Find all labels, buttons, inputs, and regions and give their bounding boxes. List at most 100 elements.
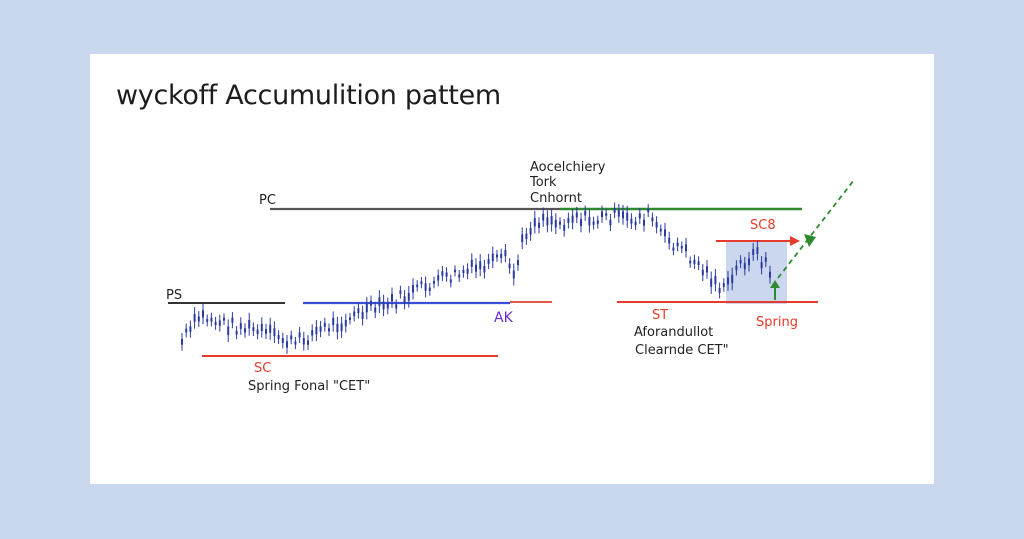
candle-body <box>622 211 624 219</box>
candle-body <box>479 261 482 270</box>
candle-body <box>554 219 557 228</box>
candle-body <box>760 262 763 269</box>
candle-body <box>714 276 717 285</box>
candle-body <box>244 328 246 333</box>
candle-body <box>210 317 213 322</box>
candle-body <box>533 218 536 227</box>
candle-body <box>605 213 608 216</box>
candle-body <box>647 208 650 213</box>
candle-body <box>252 327 255 332</box>
candle-body <box>441 271 444 276</box>
candle-body <box>365 304 368 313</box>
candle-body <box>361 312 364 320</box>
candle-body <box>672 247 675 251</box>
candle-body <box>529 228 532 235</box>
candle-body <box>260 323 263 332</box>
candle-body <box>286 341 288 348</box>
spring-final-label: Spring Fonal "CET" <box>248 379 370 394</box>
candle-body <box>269 324 272 333</box>
candle-body <box>302 338 305 345</box>
candle-body <box>206 319 209 322</box>
candle-body <box>403 296 406 303</box>
candle-body <box>617 210 620 217</box>
candle-body <box>231 317 234 323</box>
candle-body <box>634 221 637 226</box>
candle-body <box>538 222 540 228</box>
candle-body <box>584 210 587 216</box>
candle-body <box>680 245 683 249</box>
candle-body <box>344 319 347 327</box>
candle-body <box>525 233 528 240</box>
candle-body <box>731 274 734 284</box>
candle-body <box>743 263 746 270</box>
candle-body <box>563 224 566 231</box>
candle-body <box>546 217 549 226</box>
candle-body <box>764 257 767 262</box>
candle-body <box>433 280 435 284</box>
candle-body <box>391 294 393 302</box>
candle-body <box>374 307 377 313</box>
candle-body <box>290 335 293 340</box>
candle-body <box>512 270 515 279</box>
candle-body <box>668 237 671 244</box>
candle-body <box>294 341 297 345</box>
candle-body <box>664 229 666 237</box>
candle-body <box>189 326 192 332</box>
candle-body <box>428 287 431 291</box>
ak-label: AK <box>494 310 514 326</box>
candle-body <box>239 323 242 329</box>
candle-body <box>718 287 721 293</box>
candle-body <box>311 330 314 336</box>
wyckoff-diagram: PC PS Aocelchiery Tork Cnhornt AK SC Spr… <box>166 160 855 394</box>
candle-body <box>521 234 524 243</box>
candle-body <box>353 311 356 317</box>
candle-body <box>298 332 301 338</box>
candle-body <box>357 308 360 314</box>
candle-body <box>588 216 591 226</box>
candle-body <box>437 275 440 281</box>
candle-body <box>395 304 398 309</box>
candle-body <box>655 221 658 228</box>
candle-body <box>735 265 738 271</box>
candle-body <box>416 284 419 288</box>
candle-body <box>592 221 595 225</box>
candle-body <box>399 290 402 294</box>
candle-body <box>248 320 251 329</box>
candle-body <box>609 219 612 226</box>
candle-body <box>181 338 183 345</box>
candle-body <box>487 259 490 264</box>
candle-body <box>407 292 410 301</box>
candle-body <box>265 329 267 334</box>
candle-body <box>701 269 704 276</box>
candle-body <box>559 221 561 225</box>
candle-body <box>445 272 448 277</box>
candle-body <box>332 317 335 326</box>
candle-body <box>689 260 692 264</box>
candle-body <box>382 301 385 310</box>
accumulation-label-1: Aforandullot <box>634 325 713 340</box>
candle-body <box>281 338 284 344</box>
candle-body <box>378 297 381 306</box>
candle-body <box>596 220 599 224</box>
candle-body <box>454 269 456 273</box>
candle-body <box>197 316 200 322</box>
diagram-title: wyckoff Accumulition pattem <box>116 80 501 111</box>
candle-body <box>328 328 330 332</box>
candle-body <box>722 283 725 287</box>
candle-body <box>613 207 616 213</box>
pc-label: PC <box>259 193 276 208</box>
candle-body <box>223 317 225 321</box>
candle-body <box>496 254 498 258</box>
candle-body <box>315 326 318 335</box>
candle-body <box>575 212 578 218</box>
sos-label: SC8 <box>750 218 776 233</box>
st-label: ST <box>652 308 668 323</box>
candle-body <box>386 303 389 309</box>
candle-body <box>449 279 452 283</box>
candle-body <box>307 340 309 345</box>
automatic-rally-label-1: Aocelchiery <box>530 160 606 175</box>
candle-body <box>227 326 230 335</box>
candle-body <box>349 317 351 321</box>
markup-dashed-arrow <box>777 179 855 279</box>
candle-body <box>420 281 423 284</box>
